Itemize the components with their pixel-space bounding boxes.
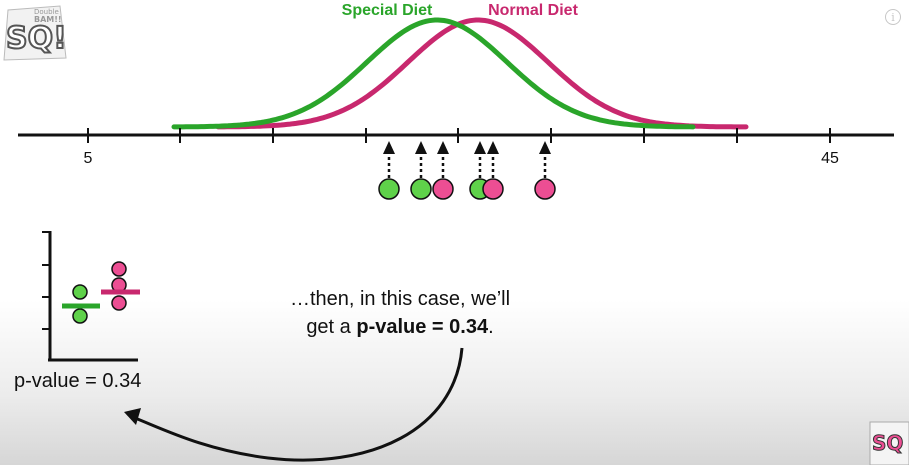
- svg-text:SQ: SQ: [872, 431, 903, 455]
- caption-line-2: get a p-value = 0.34.: [250, 313, 550, 341]
- inset-pink-point: [111, 261, 127, 277]
- dotted-arrow-head: [487, 141, 499, 154]
- caption-pvalue: p-value = 0.34: [356, 316, 489, 338]
- curved-pointer-arrow: [134, 347, 464, 462]
- dotted-arrow-head: [539, 141, 551, 154]
- svg-text:Double: Double: [34, 8, 59, 16]
- statquest-logo-bottom-right: SQ: [869, 421, 909, 465]
- legend-normal-diet: Normal Diet: [488, 2, 578, 19]
- inset-green-point: [72, 308, 88, 324]
- inset-pvalue-label: p-value = 0.34: [14, 370, 142, 392]
- dotted-arrow-head: [383, 141, 395, 154]
- axis-label-5: 5: [84, 150, 93, 167]
- info-icon[interactable]: i: [885, 9, 901, 25]
- sample-point-pink: [432, 178, 454, 200]
- sample-point-pink: [482, 178, 504, 200]
- number-line-ticks: [87, 128, 831, 143]
- sample-arrows: [383, 141, 551, 178]
- arrowhead: [124, 408, 141, 425]
- dotted-arrow-head: [415, 141, 427, 154]
- caption-prefix: get a: [306, 316, 357, 338]
- svg-text:BAM!!: BAM!!: [34, 15, 62, 24]
- caption-line-1: …then, in this case, we’ll: [289, 288, 511, 310]
- legend-special-diet: Special Diet: [342, 2, 433, 19]
- dotted-arrow-head: [474, 141, 486, 154]
- inset-green-point: [72, 284, 88, 300]
- explanation-caption: …then, in this case, we’ll get a p-value…: [250, 285, 550, 341]
- axis-label-45: 45: [821, 150, 839, 167]
- dotted-arrow-head: [437, 141, 449, 154]
- sample-point-green: [378, 178, 400, 200]
- sample-points: [378, 178, 556, 200]
- statquest-logo-top-left: SQ! Double BAM!!: [0, 0, 70, 72]
- sample-point-pink: [534, 178, 556, 200]
- caption-suffix: .: [488, 316, 494, 338]
- normal-diet-distribution-curve: [215, 17, 749, 130]
- svg-text:SQ!: SQ!: [6, 21, 67, 56]
- inset-pink-point: [111, 295, 127, 311]
- sample-point-green: [410, 178, 432, 200]
- special-diet-distribution-curve: [171, 17, 696, 130]
